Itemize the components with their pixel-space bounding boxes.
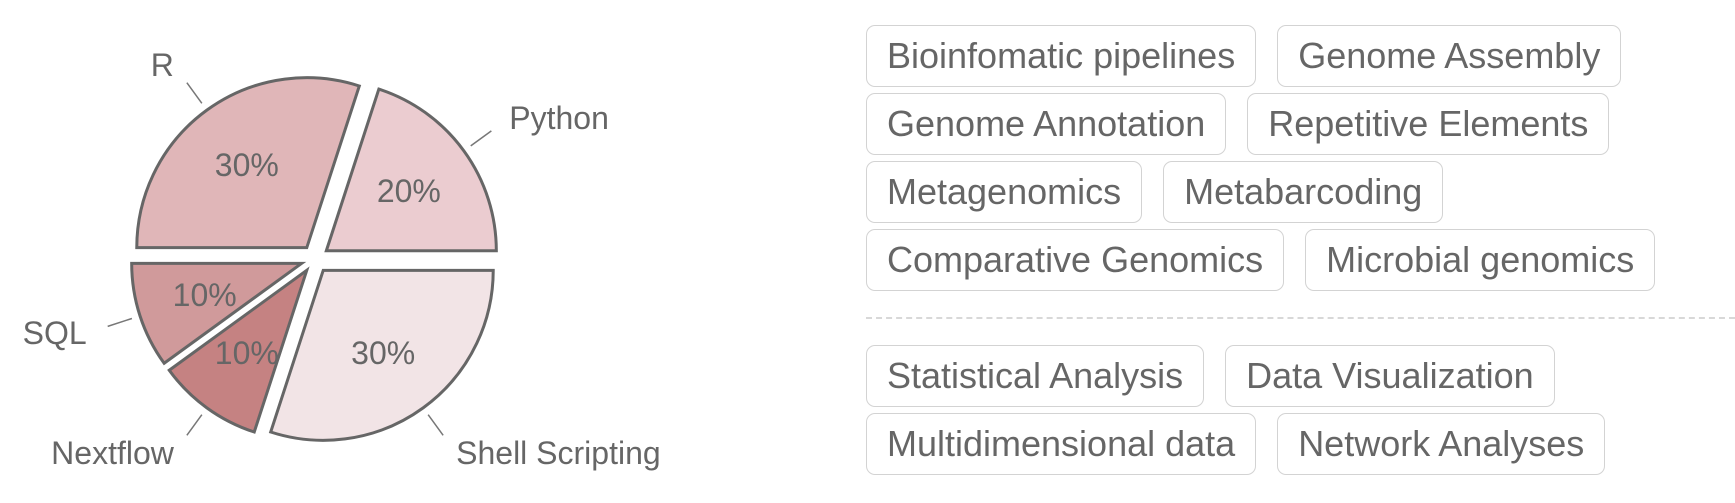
leader-line <box>187 83 202 104</box>
slice-category-label: Shell Scripting <box>456 435 661 471</box>
skill-tag: Repetitive Elements <box>1247 93 1609 155</box>
skill-tag: Multidimensional data <box>866 413 1256 475</box>
pie-chart: 30% Shell Scripting 10% Nextflow 10% SQL 30% R 2… <box>0 0 860 503</box>
skill-tag: Comparative Genomics <box>866 229 1284 291</box>
slice-category-label: Nextflow <box>51 435 175 471</box>
slice-category-label: Python <box>509 100 609 136</box>
slice-percent-label: 10% <box>215 335 279 371</box>
slice-category-label: SQL <box>23 315 87 351</box>
skill-tag: Statistical Analysis <box>866 345 1204 407</box>
leader-line <box>108 318 132 326</box>
skill-tag: Data Visualization <box>1225 345 1555 407</box>
leader-line <box>471 131 492 146</box>
skill-tag: Genome Assembly <box>1277 25 1621 87</box>
skill-tag: Bioinfomatic pipelines <box>866 25 1256 87</box>
skill-tag: Genome Annotation <box>866 93 1226 155</box>
slice-percent-label: 20% <box>377 173 441 209</box>
leader-line <box>428 415 443 436</box>
skill-tag: Microbial genomics <box>1305 229 1655 291</box>
skill-tag: Metabarcoding <box>1163 161 1443 223</box>
dashed-divider <box>866 317 1735 319</box>
skill-tag: Metagenomics <box>866 161 1142 223</box>
skill-tag: Network Analyses <box>1277 413 1605 475</box>
slice-percent-label: 10% <box>173 277 237 313</box>
domain-tags: Bioinfomatic pipelines Genome Assembly Gen… <box>866 25 1696 291</box>
analysis-tags: Statistical Analysis Data Visualization Mu… <box>866 345 1696 475</box>
skills-panel: Bioinfomatic pipelines Genome Assembly Gen… <box>866 25 1735 475</box>
leader-line <box>187 415 202 436</box>
slice-percent-label: 30% <box>215 147 279 183</box>
slice-category-label: R <box>151 47 174 83</box>
slice-percent-label: 30% <box>351 335 415 371</box>
